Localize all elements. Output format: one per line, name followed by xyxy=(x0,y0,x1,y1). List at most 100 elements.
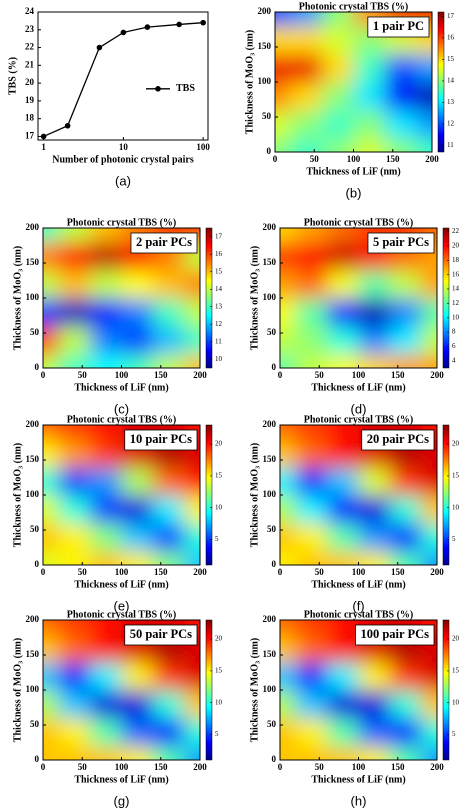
heatmap-cell xyxy=(358,326,391,355)
heatmap-cell xyxy=(90,242,122,271)
chart-title: Photonic crystal TBS (%) xyxy=(304,217,414,228)
heatmap-cell xyxy=(43,620,60,635)
heatmap-cell xyxy=(353,138,386,152)
colorbar-tick-label: 4 xyxy=(452,356,456,364)
colorbar-tick-label: 10 xyxy=(215,698,223,706)
heatmap-cell xyxy=(295,354,328,368)
heatmap-cell xyxy=(152,551,185,565)
colorbar-tick-label: 10 xyxy=(215,503,223,511)
colorbar xyxy=(442,619,450,761)
colorbar-tick-label: 10 xyxy=(452,313,460,321)
heatmap-cell xyxy=(327,718,359,747)
chart-title: Photonic crystal TBS (%) xyxy=(67,217,177,228)
colorbar-tick-label: 20 xyxy=(452,440,460,448)
heatmap xyxy=(43,228,200,368)
heatmap-cell xyxy=(90,634,122,663)
data-point xyxy=(200,19,206,26)
heatmap-cell xyxy=(295,425,328,440)
colorbar-tick-label: 17 xyxy=(447,12,455,20)
heatmap-cell xyxy=(295,551,328,565)
heatmap-cell xyxy=(90,298,122,327)
y-axis-label: Thickness of MoO₃ (nm) xyxy=(244,30,255,134)
colorbar-tick-label: 5 xyxy=(452,730,456,738)
heatmap-cell xyxy=(290,54,323,83)
heatmap-cell xyxy=(121,746,154,760)
colorbar-tick-label: 10 xyxy=(215,355,223,363)
heatmap-cell xyxy=(121,690,154,719)
panel-label-box xyxy=(367,16,430,38)
heatmap-cell xyxy=(43,746,60,760)
heatmap-cell xyxy=(389,746,422,760)
x-tick-label: 200 xyxy=(425,154,439,164)
colorbar xyxy=(442,424,450,566)
x-tick-label: 100 xyxy=(352,370,366,380)
heatmap-cell xyxy=(275,54,292,83)
heatmap-cell xyxy=(421,298,437,327)
x-axis-label: Thickness of LiF (nm) xyxy=(306,166,400,177)
y-tick-label: 17 xyxy=(25,131,35,141)
heatmap-cell xyxy=(322,26,354,55)
y-tick-label: 150 xyxy=(258,41,272,51)
x-tick-label: 100 xyxy=(115,762,129,772)
heatmap-cell xyxy=(121,270,154,299)
x-tick-label: 200 xyxy=(430,762,444,772)
heatmap-cell xyxy=(421,326,437,355)
data-point xyxy=(176,21,182,28)
panel-caption: (h) xyxy=(351,793,367,808)
y-tick-label: 100 xyxy=(258,76,272,86)
plot-frame xyxy=(42,619,201,761)
y-tick-label: 150 xyxy=(26,454,40,464)
heatmap-cell xyxy=(152,495,185,524)
heatmap-cell xyxy=(43,467,60,496)
heatmap-cell xyxy=(43,551,60,565)
panel-caption: (c) xyxy=(114,401,129,416)
heatmap-cell xyxy=(353,110,386,139)
heatmap-cell xyxy=(58,690,91,719)
heatmap-cell xyxy=(90,326,122,355)
chart-title: Photonic crystal TBS (%) xyxy=(304,609,414,620)
heatmap-cell xyxy=(280,326,297,355)
colorbar-tick-label: 12 xyxy=(452,299,460,307)
data-line xyxy=(43,22,204,138)
y-tick-label: 0 xyxy=(267,146,272,156)
heatmap-cell xyxy=(327,634,359,663)
panel-caption: (b) xyxy=(346,185,362,200)
x-tick-label: 100 xyxy=(352,762,366,772)
heatmap-cell xyxy=(358,495,391,524)
y-tick-label: 200 xyxy=(263,419,277,429)
heatmap-cell xyxy=(121,326,154,355)
x-tick-label: 0 xyxy=(41,762,46,772)
heatmap-cell xyxy=(358,662,391,691)
heatmap-cell xyxy=(58,425,91,440)
y-tick-label: 100 xyxy=(263,292,277,302)
colorbar-tick-label: 15 xyxy=(452,667,460,675)
colorbar-tick-label: 14 xyxy=(452,285,460,293)
y-axis-label: Thickness of MoO₃ (nm) xyxy=(12,443,23,547)
y-tick-label: 18 xyxy=(25,113,35,123)
panel-label-box xyxy=(355,624,435,646)
y-tick-label: 21 xyxy=(25,59,35,69)
heatmap-cell xyxy=(421,467,437,496)
heatmap-cell xyxy=(280,228,297,243)
x-axis-label: Thickness of LiF (nm) xyxy=(74,382,168,393)
colorbar-tick-label: 15 xyxy=(215,267,223,275)
heatmap-cell xyxy=(90,354,122,368)
heatmap-cell xyxy=(295,270,328,299)
heatmap-cell xyxy=(90,746,122,760)
y-axis-label: Thickness of MoO₃ (nm) xyxy=(12,246,23,350)
heatmap-cell xyxy=(280,634,297,663)
x-tick-label: 0 xyxy=(278,370,283,380)
x-tick-label: 150 xyxy=(391,762,405,772)
heatmap-cell xyxy=(152,298,185,327)
x-tick-label: 100 xyxy=(196,142,210,152)
plot-frame xyxy=(42,227,201,369)
colorbar-tick-label: 16 xyxy=(447,33,455,41)
heatmap-cell xyxy=(421,746,437,760)
heatmap-cell xyxy=(358,467,391,496)
x-tick-label: 0 xyxy=(41,567,46,577)
x-tick-label: 0 xyxy=(278,567,283,577)
heatmap-cell xyxy=(43,228,60,243)
heatmap-cell xyxy=(58,746,91,760)
heatmap-cell xyxy=(184,495,200,524)
